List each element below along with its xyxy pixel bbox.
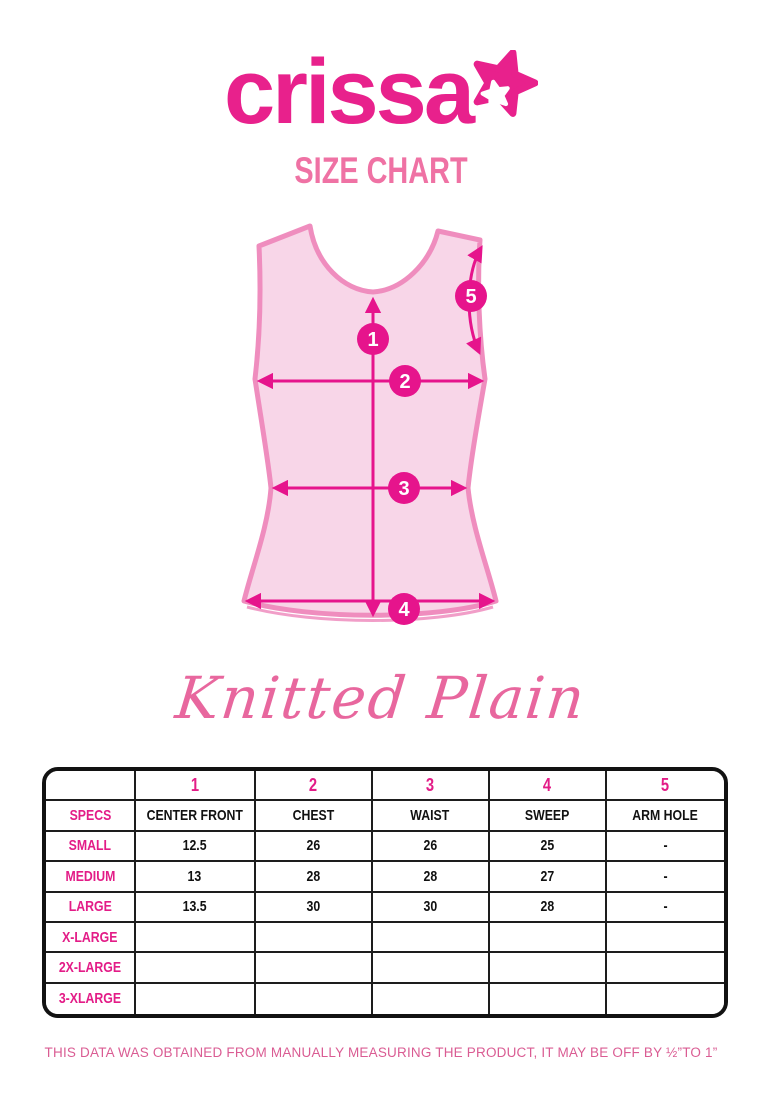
value-cell: 13.5 (136, 892, 256, 923)
value-cell: 26 (255, 831, 373, 863)
col-number-cell: 1 (136, 771, 256, 802)
value-cell: 12.5 (136, 831, 256, 863)
col-number-cell: 4 (489, 771, 607, 802)
col-number-cell: 3 (372, 771, 490, 802)
brand-wordmark: crissa (223, 41, 475, 143)
header-cell: WAIST (372, 801, 490, 832)
value-cell (136, 922, 256, 954)
page-title-text: SIZE CHART (294, 150, 468, 191)
size-label-cell: X-LARGE (46, 922, 136, 954)
size-label-cell: SMALL (46, 831, 136, 863)
marker-5: 5 (455, 280, 487, 312)
value-cell (255, 953, 373, 984)
garment-diagram: 1 2 3 4 5 (231, 216, 515, 640)
svg-text:3: 3 (398, 478, 409, 500)
value-cell: 30 (372, 892, 490, 923)
value-cell: - (606, 862, 724, 893)
marker-3: 3 (388, 472, 420, 504)
value-cell (489, 983, 607, 1015)
value-cell: 30 (255, 892, 373, 923)
value-cell (255, 983, 373, 1015)
value-cell: - (606, 892, 724, 923)
marker-1: 1 (357, 323, 389, 355)
value-cell: 28 (489, 892, 607, 923)
size-table-grid: 1 2 3 4 5 SPECS CENTER FRONT CHEST WAIST… (46, 771, 724, 1015)
svg-text:4: 4 (398, 599, 410, 621)
col-number-cell: 5 (606, 771, 724, 802)
marker-2: 2 (389, 365, 421, 397)
value-cell (255, 922, 373, 954)
value-cell (136, 953, 256, 984)
value-cell: 13 (136, 862, 256, 893)
size-table: 1 2 3 4 5 SPECS CENTER FRONT CHEST WAIST… (42, 767, 728, 1019)
marker-4: 4 (388, 593, 420, 625)
value-cell (606, 983, 724, 1015)
specs-header-cell: SPECS (46, 801, 136, 832)
svg-text:5: 5 (465, 286, 476, 308)
page-title: SIZE CHART (0, 150, 762, 192)
corner-cell (46, 771, 136, 802)
size-label-cell: 3-XLARGE (46, 983, 136, 1015)
garment-svg: 1 2 3 4 5 (241, 223, 499, 625)
value-cell (372, 953, 490, 984)
size-label-cell: 2X-LARGE (46, 953, 136, 984)
svg-text:2: 2 (399, 371, 410, 393)
garment-outline (241, 223, 499, 618)
value-cell (372, 922, 490, 954)
svg-text:1: 1 (367, 329, 378, 351)
value-cell (489, 953, 607, 984)
header-cell: SWEEP (489, 801, 607, 832)
value-cell (136, 983, 256, 1015)
col-number-cell: 2 (255, 771, 373, 802)
header-cell: CENTER FRONT (136, 801, 256, 832)
star-icon (473, 50, 539, 117)
size-label-cell: LARGE (46, 892, 136, 923)
value-cell (606, 953, 724, 984)
value-cell: 27 (489, 862, 607, 893)
value-cell: 26 (372, 831, 490, 863)
header-cell: ARM HOLE (606, 801, 724, 832)
header-cell: CHEST (255, 801, 373, 832)
value-cell (489, 922, 607, 954)
fabric-name: Knitted Plain (0, 664, 762, 732)
value-cell (372, 983, 490, 1015)
value-cell: - (606, 831, 724, 863)
brand-logo: crissa (0, 46, 762, 138)
value-cell: 28 (372, 862, 490, 893)
value-cell: 28 (255, 862, 373, 893)
value-cell: 25 (489, 831, 607, 863)
size-label-cell: MEDIUM (46, 862, 136, 893)
value-cell (606, 922, 724, 954)
footer-disclaimer: THIS DATA WAS OBTAINED FROM MANUALLY MEA… (44, 1045, 718, 1060)
fabric-name-text: Knitted Plain (172, 664, 590, 732)
hem-band-line (246, 605, 494, 622)
